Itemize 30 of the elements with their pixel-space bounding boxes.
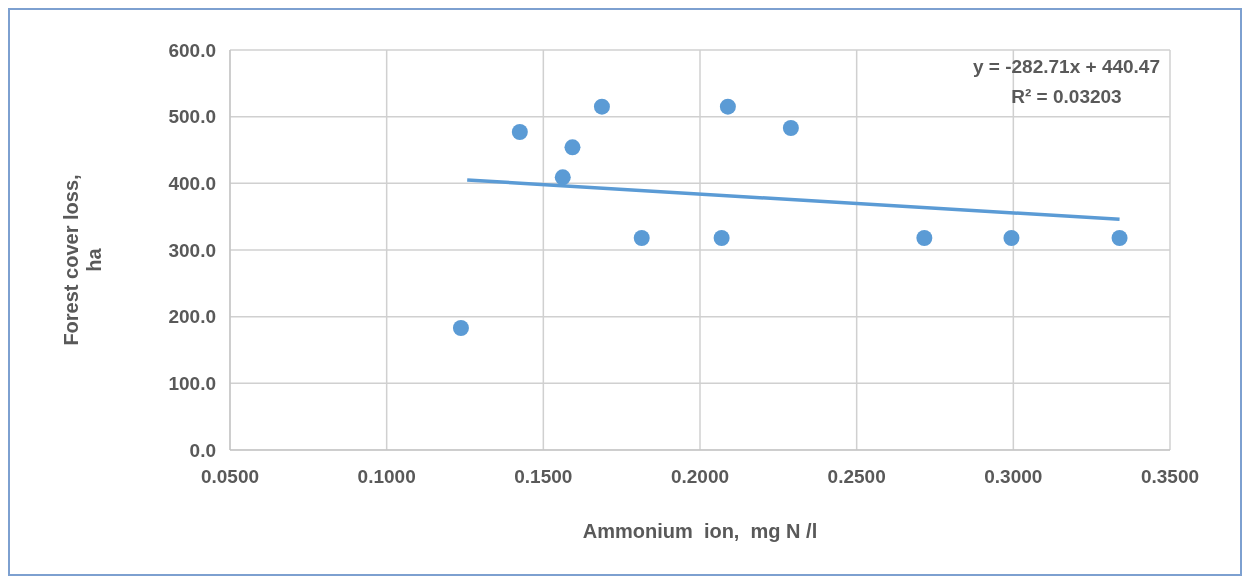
x-tick-label: 0.2500 <box>827 466 886 488</box>
point <box>593 98 610 115</box>
point <box>1111 230 1128 246</box>
point <box>452 320 469 336</box>
point <box>719 98 736 115</box>
x-tick-label: 0.2000 <box>670 466 730 488</box>
y-tick-label: 600.0 <box>168 39 216 61</box>
point <box>554 169 571 186</box>
point <box>782 120 799 136</box>
point <box>564 139 581 156</box>
y-tick-label: 0.0 <box>189 439 216 461</box>
y-tick-label: 200.0 <box>168 306 216 328</box>
x-tick-label: 0.3500 <box>1140 466 1200 488</box>
x-tick-label: 0.0500 <box>200 466 260 488</box>
point <box>1003 230 1020 246</box>
y-tick-label: 300.0 <box>168 239 216 261</box>
y-tick-label: 100.0 <box>168 373 216 395</box>
annotation: y = -282.71x + 440.47 <box>973 55 1160 79</box>
annotation: R² = 0.03203 <box>1010 85 1123 109</box>
y-tick-label: 500.0 <box>168 106 216 128</box>
y-axis-title: Forest cover loss, ha <box>60 173 106 348</box>
point <box>713 230 730 246</box>
y-tick-label: 400.0 <box>168 173 216 195</box>
point <box>633 230 650 246</box>
x-tick-label: 0.1000 <box>357 466 416 488</box>
point <box>511 124 528 140</box>
x-axis-title: Ammonium ion, mg N /l <box>581 520 819 543</box>
point <box>916 230 933 246</box>
x-tick-label: 0.1500 <box>514 466 573 488</box>
x-tick-label: 0.3000 <box>984 466 1043 488</box>
